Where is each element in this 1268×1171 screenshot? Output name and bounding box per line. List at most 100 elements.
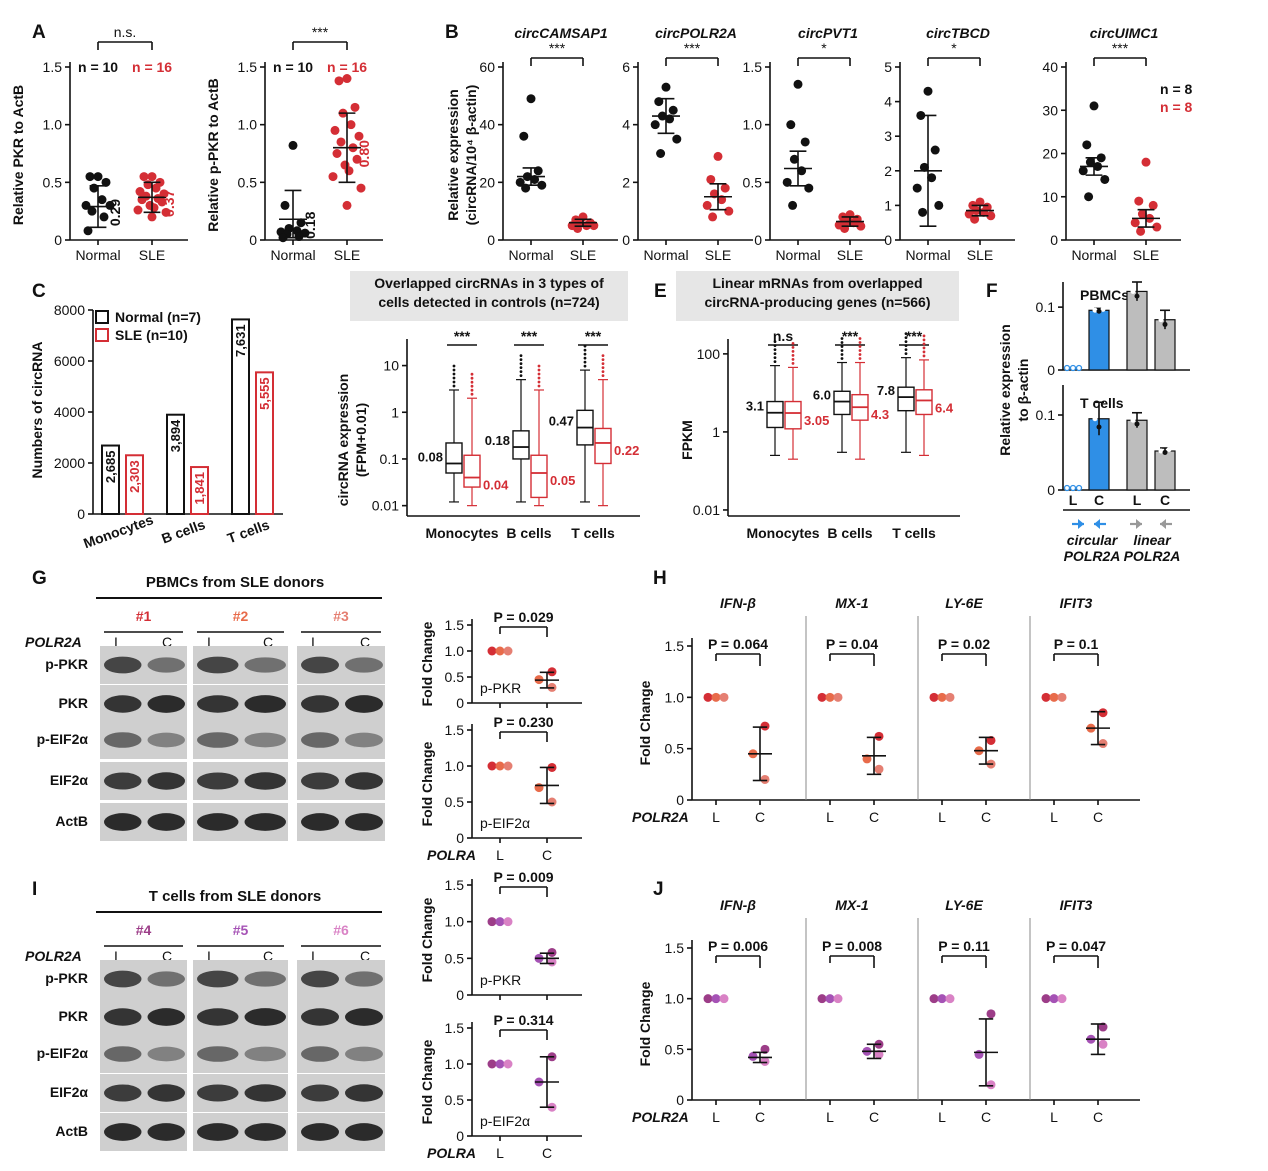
y-tick-label: 1.0	[743, 117, 763, 133]
x-tick-label: T cells	[892, 525, 936, 541]
outlier	[922, 338, 926, 342]
outlier	[452, 384, 456, 388]
x-tick-label: L	[712, 1109, 720, 1125]
outlier	[922, 342, 926, 346]
outlier	[840, 349, 844, 352]
panel-letter-A: A	[32, 22, 46, 43]
data-point-sle	[840, 223, 850, 233]
protein-band	[244, 695, 286, 713]
y-tick-label: 1.0	[238, 117, 258, 133]
protein-band	[244, 732, 286, 748]
y-tick-label: 6	[622, 59, 630, 75]
protein-band	[197, 970, 239, 988]
data-point-normal	[87, 206, 97, 216]
mean-value-label: 0.18	[302, 211, 318, 238]
y-tick-label: 1.0	[445, 758, 465, 774]
data-point-normal	[934, 200, 944, 210]
outlier	[922, 346, 926, 350]
y-tick-label: 0.5	[743, 174, 763, 190]
chart-title: circTBCD	[926, 25, 990, 41]
data-point-normal	[288, 140, 298, 150]
protein-band	[345, 813, 383, 831]
data-point	[1130, 288, 1136, 294]
data-point	[1134, 421, 1140, 427]
donor-label: #1	[136, 608, 152, 624]
lane-label: L	[114, 948, 122, 964]
data-point-sle	[352, 154, 362, 164]
p-value: P = 0.1	[1054, 636, 1099, 652]
protein-band	[345, 657, 383, 673]
data-point-normal	[1100, 174, 1110, 184]
blot-title: T cells from SLE donors	[149, 888, 322, 905]
gene-title: LY-6E	[945, 595, 983, 611]
lane-label: C	[162, 634, 172, 650]
outlier	[452, 364, 456, 368]
data-point-l	[711, 692, 721, 702]
panel-title: PBMCs	[1080, 287, 1129, 303]
protein-band	[147, 772, 185, 790]
data-point-l	[703, 692, 713, 702]
protein-band	[104, 732, 142, 748]
x-tick-label: L	[712, 809, 720, 825]
outlier	[791, 362, 795, 365]
lane-label: C	[360, 948, 370, 964]
y-tick-label: 0	[249, 232, 257, 248]
group-label: POLR2A	[1064, 548, 1121, 564]
x-tick-label: B cells	[827, 525, 872, 541]
mean-value-label: 0.29	[107, 199, 123, 226]
y-tick-label: 4000	[54, 404, 85, 420]
data-point	[1138, 414, 1144, 419]
y-tick-label: 10	[383, 358, 399, 374]
y-tick-label: 1.0	[665, 991, 685, 1007]
outlier	[773, 348, 777, 352]
data-point-l	[495, 1059, 505, 1069]
data-point	[1096, 424, 1102, 430]
bar-value-label: 2,685	[103, 451, 118, 484]
data-point-l	[833, 692, 843, 702]
outlier	[470, 384, 474, 388]
outlier	[519, 362, 523, 366]
panel-b-sig: ***	[1112, 40, 1129, 56]
outlier	[537, 376, 541, 380]
panel-b-sig: ***	[684, 40, 701, 56]
data-point-l	[495, 761, 505, 771]
data-point-sle	[147, 212, 157, 222]
data-point-sle	[1134, 196, 1144, 206]
y-tick-label: 0	[676, 792, 684, 808]
outlier	[601, 354, 605, 358]
protein-band	[244, 1008, 286, 1026]
data-point-l	[503, 917, 513, 927]
panel-a-sig: ***	[312, 24, 329, 40]
data-point-normal	[537, 180, 547, 190]
chart-title-2: cells detected in controls (n=724)	[378, 294, 599, 310]
polr2a-label: POLR2A	[632, 809, 689, 825]
protein-band	[244, 971, 286, 987]
data-point-normal	[83, 226, 93, 236]
p-value: P = 0.064	[708, 636, 768, 652]
outlier	[470, 372, 474, 376]
outlier	[537, 384, 541, 388]
n-label-sle: n = 16	[132, 59, 172, 75]
data-point-normal	[672, 134, 682, 144]
x-tick-label: B cells	[159, 516, 207, 547]
y-axis-label-2: to β-actin	[1015, 359, 1031, 422]
panel-letter-J: J	[653, 879, 664, 900]
outlier	[537, 380, 541, 384]
y-tick-label: 2	[884, 163, 892, 179]
data-point-l	[1049, 994, 1059, 1004]
outlier	[791, 342, 795, 345]
data-point-sle	[975, 197, 985, 207]
data-point-l	[487, 646, 497, 656]
data-point-sle	[328, 172, 338, 182]
outlier	[583, 364, 587, 368]
data-point-sle	[344, 166, 354, 176]
x-tick-label: C	[981, 1109, 991, 1125]
p-value: P = 0.04	[826, 636, 879, 652]
protein-band	[244, 813, 286, 831]
data-point-normal	[93, 172, 103, 182]
x-tick-label: C	[1093, 1109, 1103, 1125]
x-tick-label: T cells	[571, 525, 615, 541]
data-point-sle	[1152, 222, 1162, 232]
data-point	[1092, 307, 1098, 313]
lane-label: L	[207, 948, 215, 964]
